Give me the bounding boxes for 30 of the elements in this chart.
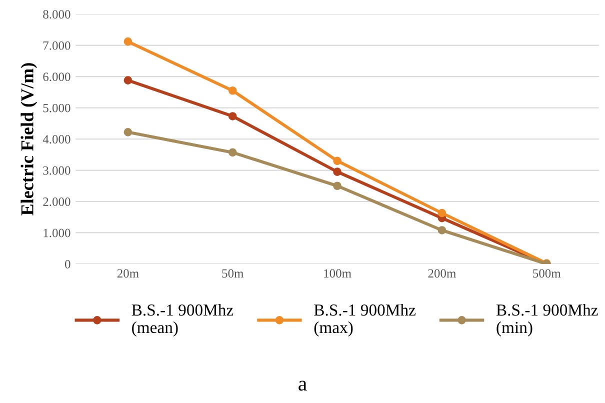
point bbox=[438, 208, 446, 218]
y-tick-label: 0 bbox=[64, 260, 70, 268]
point bbox=[333, 168, 342, 176]
point bbox=[228, 148, 237, 157]
y-tick-label: 4.000 bbox=[42, 135, 70, 144]
point bbox=[124, 76, 132, 84]
point bbox=[333, 156, 342, 166]
point bbox=[228, 112, 237, 120]
legend-label: B.S.-1 900Mhz (min) bbox=[496, 304, 598, 336]
y-tick-label: 2.000 bbox=[43, 198, 70, 206]
x-tick-label: 50m bbox=[222, 269, 244, 278]
y-tick-label: 1.000 bbox=[44, 228, 70, 238]
legend-label: B.S.-1 900Mhz (mean) bbox=[132, 304, 234, 336]
legend-label: B.S.-1 900Mhz (max) bbox=[314, 304, 416, 336]
point bbox=[124, 128, 132, 136]
point bbox=[333, 182, 342, 190]
y-tick-label: 6.000 bbox=[43, 72, 70, 82]
y-tick-label: 5.000 bbox=[43, 104, 70, 112]
point bbox=[438, 226, 446, 234]
point bbox=[124, 37, 132, 46]
x-tick-label: 200m bbox=[428, 269, 456, 278]
x-tick-label: 20m bbox=[117, 269, 139, 278]
x-tick-label: 500m bbox=[533, 269, 561, 278]
text: a bbox=[298, 380, 307, 391]
y-axis-title: Electric Field (V/m) bbox=[20, 63, 38, 216]
y-tick-label: 8.000 bbox=[43, 10, 70, 19]
point bbox=[228, 86, 237, 95]
y-tick-label: 3.000 bbox=[43, 166, 70, 175]
y-tick-label: 7.000 bbox=[43, 41, 70, 50]
x-tick-label: 100m bbox=[324, 269, 352, 278]
